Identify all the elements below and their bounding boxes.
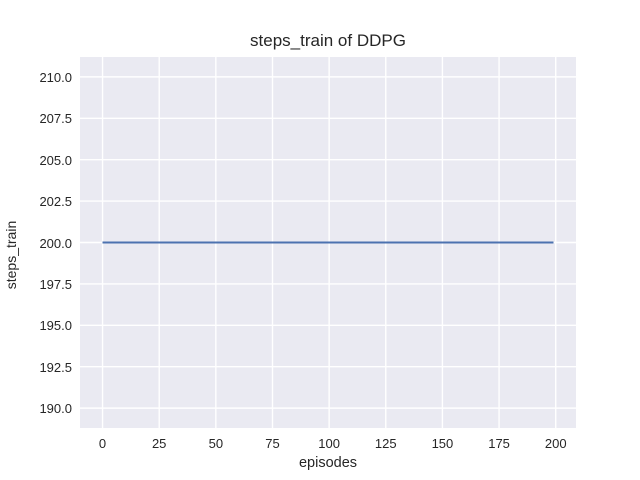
y-tick-label: 210.0 bbox=[39, 69, 72, 85]
x-tick-label: 100 bbox=[318, 436, 340, 451]
x-tick-label: 150 bbox=[431, 436, 454, 451]
x-tick-label: 125 bbox=[374, 436, 397, 451]
x-tick-label: 75 bbox=[265, 436, 280, 451]
x-tick-label: 200 bbox=[544, 436, 567, 451]
y-tick-label: 202.5 bbox=[39, 194, 72, 210]
x-tick-label: 175 bbox=[488, 436, 510, 451]
y-axis-label: steps_train bbox=[3, 220, 19, 290]
chart-title: steps_train of DDPG bbox=[250, 31, 406, 50]
plot-area bbox=[80, 57, 576, 428]
x-tick-label: 25 bbox=[151, 436, 167, 451]
y-tick-label: 205.0 bbox=[39, 152, 72, 168]
x-axis-label: episodes bbox=[298, 455, 358, 471]
x-tick-label: 50 bbox=[208, 436, 224, 451]
y-tick-label: 195.0 bbox=[39, 318, 72, 334]
x-tick-label: 0 bbox=[98, 436, 107, 451]
line-chart bbox=[80, 57, 576, 428]
y-tick-label: 192.5 bbox=[39, 359, 72, 375]
y-tick-label: 207.5 bbox=[39, 111, 72, 127]
y-tick-label: 200.0 bbox=[39, 235, 72, 251]
y-tick-label: 190.0 bbox=[39, 401, 72, 417]
y-tick-label: 197.5 bbox=[39, 276, 72, 292]
